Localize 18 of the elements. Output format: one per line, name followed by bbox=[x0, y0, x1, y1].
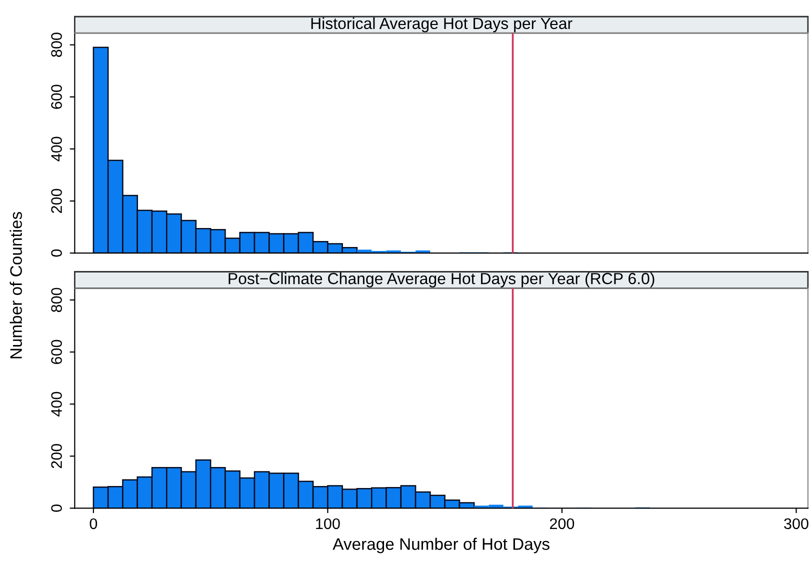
x-tick-label: 0 bbox=[90, 518, 98, 530]
y-tick-label: 800 bbox=[51, 288, 62, 312]
y-tick-label: 800 bbox=[51, 32, 62, 57]
y-tick-label: 400 bbox=[51, 136, 62, 162]
y-tick-label: 0 bbox=[51, 249, 62, 257]
chart-title: Historical Average Hot Days per Year bbox=[311, 17, 572, 32]
y-tick-label: 600 bbox=[51, 84, 62, 109]
y-axis-title: Number of Counties bbox=[10, 212, 22, 358]
x-tick-label: 200 bbox=[550, 518, 574, 530]
y-tick-label: 200 bbox=[51, 188, 62, 213]
x-tick-label: 100 bbox=[316, 518, 340, 530]
y-tick-label: 400 bbox=[51, 392, 62, 416]
y-tick-label: 0 bbox=[51, 504, 62, 512]
y-tick-label: 600 bbox=[51, 340, 62, 364]
y-tick-label: 200 bbox=[51, 444, 62, 468]
x-axis-title: Average Number of Hot Days bbox=[332, 538, 550, 554]
chart-title: Post−Climate Change Average Hot Days per Year (RCP 6.0) bbox=[228, 272, 654, 288]
x-tick-label: 300 bbox=[784, 518, 808, 530]
